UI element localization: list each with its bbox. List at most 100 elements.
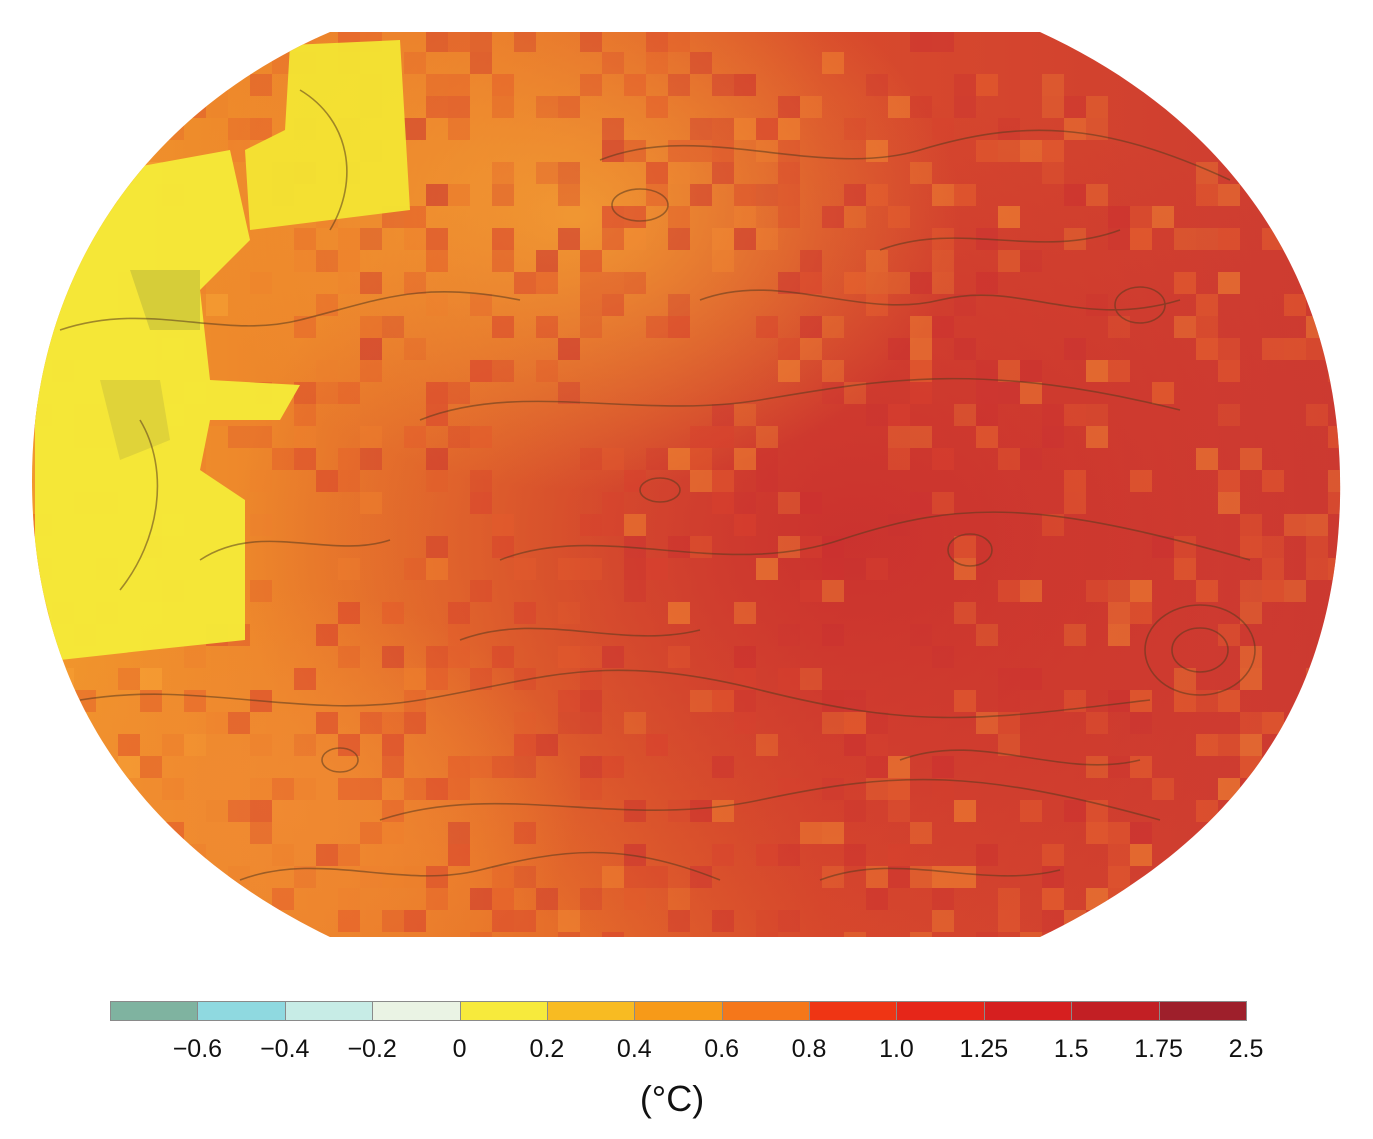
- map-pixel-cell: [118, 756, 140, 778]
- map-pixel-cell: [1306, 250, 1328, 272]
- map-pixel-cell: [426, 448, 448, 470]
- map-pixel-cell: [404, 932, 426, 937]
- map-pixel-cell: [426, 646, 448, 668]
- map-pixel-cell: [1042, 888, 1064, 910]
- map-pixel-cell: [778, 184, 800, 206]
- map-pixel-cell: [668, 800, 690, 822]
- map-pixel-cell: [998, 118, 1020, 140]
- map-pixel-cell: [822, 866, 844, 888]
- map-pixel-cell: [316, 294, 338, 316]
- map-pixel-cell: [866, 404, 888, 426]
- map-pixel-cell: [712, 470, 734, 492]
- map-pixel-cell: [602, 492, 624, 514]
- map-pixel-cell: [976, 74, 998, 96]
- colorbar-swatch: [110, 1001, 199, 1021]
- map-pixel-cell: [602, 228, 624, 250]
- colorbar-swatch: [1158, 1001, 1247, 1021]
- map-pixel-cell: [712, 756, 734, 778]
- map-pixel-cell: [184, 96, 206, 118]
- colorbar-tick-label: 0.6: [704, 1035, 740, 1063]
- map-pixel-cell: [998, 734, 1020, 756]
- map-pixel-cell: [1086, 932, 1108, 937]
- map-pixel-cell: [250, 778, 272, 800]
- map-pixel-cell: [74, 822, 96, 844]
- map-pixel-cell: [426, 888, 448, 910]
- map-pixel-cell: [52, 228, 74, 250]
- map-pixel-cell: [1284, 514, 1306, 536]
- map-pixel-cell: [448, 778, 470, 800]
- map-pixel-cell: [910, 492, 932, 514]
- map-pixel-cell: [1328, 338, 1341, 360]
- map-pixel-cell: [1042, 426, 1064, 448]
- map-pixel-cell: [646, 32, 668, 52]
- map-pixel-cell: [844, 206, 866, 228]
- map-pixel-cell: [448, 96, 470, 118]
- map-pixel-cell: [250, 470, 272, 492]
- map-pixel-cell: [294, 866, 316, 888]
- map-pixel-cell: [1020, 360, 1042, 382]
- colorbar-swatch: [896, 1001, 985, 1021]
- map-pixel-cell: [294, 778, 316, 800]
- map-pixel-cell: [888, 404, 910, 426]
- map-pixel-cell: [778, 206, 800, 228]
- map-pixel-cell: [536, 272, 558, 294]
- map-pixel-cell: [998, 888, 1020, 910]
- map-pixel-cell: [712, 690, 734, 712]
- map-pixel-cell: [1196, 580, 1218, 602]
- map-pixel-cell: [690, 448, 712, 470]
- map-pixel-cell: [712, 426, 734, 448]
- map-pixel-cell: [426, 866, 448, 888]
- map-pixel-cell: [140, 690, 162, 712]
- map-pixel-cell: [492, 866, 514, 888]
- map-pixel-cell: [1218, 624, 1240, 646]
- map-pixel-cell: [998, 910, 1020, 932]
- map-pixel-cell: [1042, 96, 1064, 118]
- map-pixel-cell: [778, 778, 800, 800]
- map-pixel-cell: [118, 140, 140, 162]
- map-pixel-cell: [1306, 558, 1328, 580]
- map-pixel-cell: [1130, 844, 1152, 866]
- map-pixel-cell: [558, 382, 580, 404]
- map-pixel-cell: [1328, 294, 1341, 316]
- map-pixel-cell: [1108, 844, 1130, 866]
- map-pixel-cell: [118, 888, 140, 910]
- map-pixel-cell: [646, 866, 668, 888]
- map-pixel-cell: [140, 74, 162, 96]
- map-pixel-cell: [822, 778, 844, 800]
- map-pixel-cell: [866, 866, 888, 888]
- map-pixel-cell: [558, 184, 580, 206]
- map-pixel-cell: [734, 206, 756, 228]
- map-pixel-cell: [228, 800, 250, 822]
- map-pixel-cell: [1086, 756, 1108, 778]
- map-pixel-cell: [558, 96, 580, 118]
- map-pixel-cell: [998, 360, 1020, 382]
- map-pixel-cell: [888, 778, 910, 800]
- map-pixel-cell: [514, 32, 536, 52]
- map-pixel-cell: [1284, 206, 1306, 228]
- map-pixel-cell: [668, 162, 690, 184]
- map-pixel-cell: [162, 844, 184, 866]
- map-pixel-cell: [162, 52, 184, 74]
- map-pixel-cell: [250, 118, 272, 140]
- map-pixel-cell: [1042, 162, 1064, 184]
- map-pixel-cell: [382, 822, 404, 844]
- map-pixel-cell: [1328, 250, 1341, 272]
- map-pixel-cell: [1218, 272, 1240, 294]
- map-pixel-cell: [470, 932, 492, 937]
- map-pixel-cell: [1130, 712, 1152, 734]
- map-pixel-cell: [976, 624, 998, 646]
- map-pixel-cell: [976, 140, 998, 162]
- map-pixel-cell: [646, 52, 668, 74]
- map-pixel-cell: [690, 52, 712, 74]
- map-pixel-cell: [602, 448, 624, 470]
- map-pixel-cell: [1328, 316, 1341, 338]
- map-pixel-cell: [1218, 74, 1240, 96]
- map-pixel-cell: [822, 382, 844, 404]
- map-pixel-cell: [668, 910, 690, 932]
- map-pixel-cell: [32, 822, 52, 844]
- map-pixel-cell: [32, 52, 52, 74]
- map-pixel-cell: [1196, 338, 1218, 360]
- map-pixel-cell: [338, 250, 360, 272]
- map-pixel-cell: [756, 932, 778, 937]
- map-pixel-cell: [910, 426, 932, 448]
